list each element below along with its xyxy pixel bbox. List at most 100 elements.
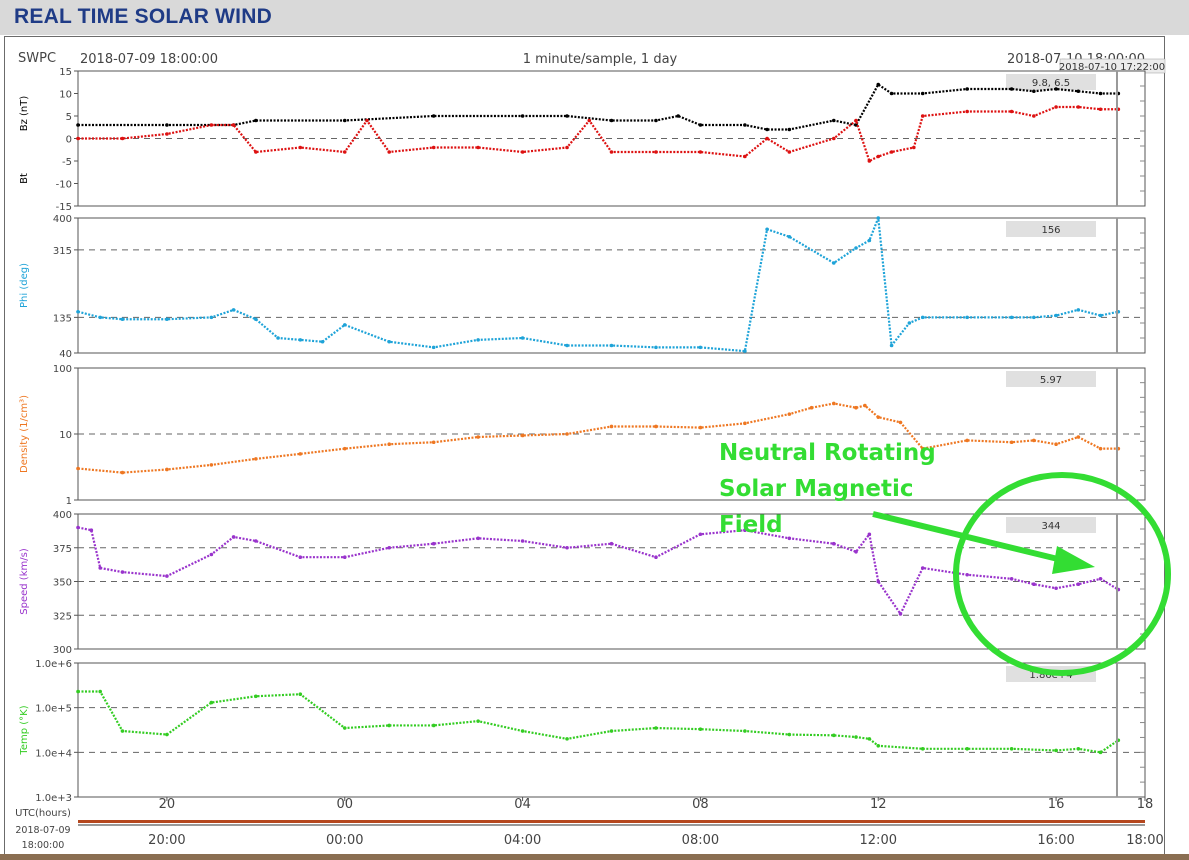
data-point <box>1054 87 1058 91</box>
data-point <box>165 123 169 127</box>
data-point <box>431 114 436 118</box>
time-range-bar <box>78 820 1145 823</box>
y-tick-label: 1.0e+6 <box>35 659 72 670</box>
data-point <box>765 227 769 232</box>
y-axis-label: Phi (deg) <box>19 263 30 308</box>
data-point <box>120 136 125 141</box>
y-tick-label: 400 <box>53 510 72 521</box>
data-point <box>654 345 658 350</box>
data-point <box>831 733 836 738</box>
y-tick-label: -5 <box>62 157 72 168</box>
data-point <box>907 321 912 325</box>
data-point <box>787 536 792 541</box>
panel-density: 100 10 1 Density (1/cm³) 5.97 <box>19 364 1146 507</box>
data-point <box>743 154 747 159</box>
data-point <box>698 532 703 537</box>
data-point <box>1098 91 1103 96</box>
data-point <box>231 123 236 127</box>
data-point <box>1054 442 1058 447</box>
panel-speed: 400 375 350 325 300 Speed (km/s) 344 <box>19 510 1146 656</box>
data-point <box>743 349 747 353</box>
data-point <box>1076 746 1081 751</box>
data-point <box>912 145 916 150</box>
data-point <box>520 539 525 543</box>
data-point <box>276 336 280 340</box>
data-point <box>889 91 894 96</box>
data-point <box>320 339 325 344</box>
data-point <box>254 457 258 461</box>
data-point <box>431 345 436 350</box>
data-point <box>743 421 747 426</box>
start-time-label-bottom: 18:00:00 <box>22 840 65 851</box>
data-point <box>1054 586 1058 591</box>
readout-value: 156 <box>1041 225 1060 236</box>
data-point <box>476 338 480 342</box>
data-point <box>342 446 347 451</box>
data-point <box>863 403 867 408</box>
data-point <box>431 145 436 150</box>
data-point <box>876 154 881 159</box>
data-point <box>965 572 969 577</box>
data-point <box>920 446 925 451</box>
data-point <box>165 467 169 472</box>
data-point <box>209 315 214 320</box>
y-tick-label: 325 <box>53 611 72 622</box>
data-point <box>920 114 925 118</box>
y-tick-label: 350 <box>53 578 72 589</box>
y-tick-label: 1 <box>66 496 72 507</box>
data-point <box>165 732 169 737</box>
data-point <box>1009 440 1014 445</box>
data-point <box>920 315 925 320</box>
y-axis-label: Temp (°K) <box>19 705 30 755</box>
data-point <box>831 401 836 406</box>
data-point <box>920 91 925 96</box>
data-point <box>1009 746 1014 751</box>
y-tick-label: 10 <box>59 90 72 101</box>
y-tick-label: 375 <box>53 544 72 555</box>
data-point <box>609 424 614 429</box>
title-bar: REAL TIME SOLAR WIND <box>0 0 1189 35</box>
y-tick-label: 5 <box>66 112 72 123</box>
y-axis-label-2: Bt <box>19 173 30 184</box>
data-point <box>743 123 747 127</box>
start-date-label: 2018-07-09 <box>15 825 70 836</box>
data-point <box>431 723 436 728</box>
data-point <box>898 420 903 425</box>
data-point <box>298 692 303 697</box>
x-tick-label-bottom: 04:00 <box>504 833 541 848</box>
data-point <box>743 729 747 733</box>
annotation-line-3: Field <box>719 512 783 538</box>
data-point <box>765 136 769 141</box>
x-tick-label-top: 00 <box>336 797 353 812</box>
y-axis-label: Speed (km/s) <box>19 548 30 615</box>
data-point <box>1032 438 1036 443</box>
y-axis-label: Density (1/cm³) <box>19 395 30 473</box>
data-point <box>809 405 814 410</box>
data-point <box>698 123 703 127</box>
data-point <box>854 550 858 554</box>
y-tick-label: -15 <box>56 202 72 213</box>
data-point <box>98 689 103 694</box>
data-point <box>565 545 569 550</box>
data-point <box>787 127 792 132</box>
data-point <box>76 466 80 471</box>
readout-value: 1.86e+4 <box>1029 670 1072 681</box>
data-point <box>98 315 103 320</box>
y-tick-label: 400 <box>53 214 72 225</box>
data-point <box>1032 89 1036 94</box>
data-point <box>831 541 836 546</box>
data-point <box>1076 582 1081 586</box>
data-point <box>298 145 303 150</box>
data-point <box>609 729 614 733</box>
data-point <box>231 535 236 539</box>
data-point <box>698 727 703 731</box>
data-point <box>431 440 436 445</box>
data-point <box>831 118 836 123</box>
readout-box <box>1006 221 1096 237</box>
panel-bz_bt: 15 10 5 0 -5 -10 -15 Bz (nT) Bt 9.8, 6.5 <box>19 67 1146 213</box>
data-point <box>698 345 703 350</box>
data-point <box>854 405 858 410</box>
data-point <box>165 132 169 136</box>
data-point <box>867 159 872 163</box>
data-point <box>1032 315 1036 320</box>
